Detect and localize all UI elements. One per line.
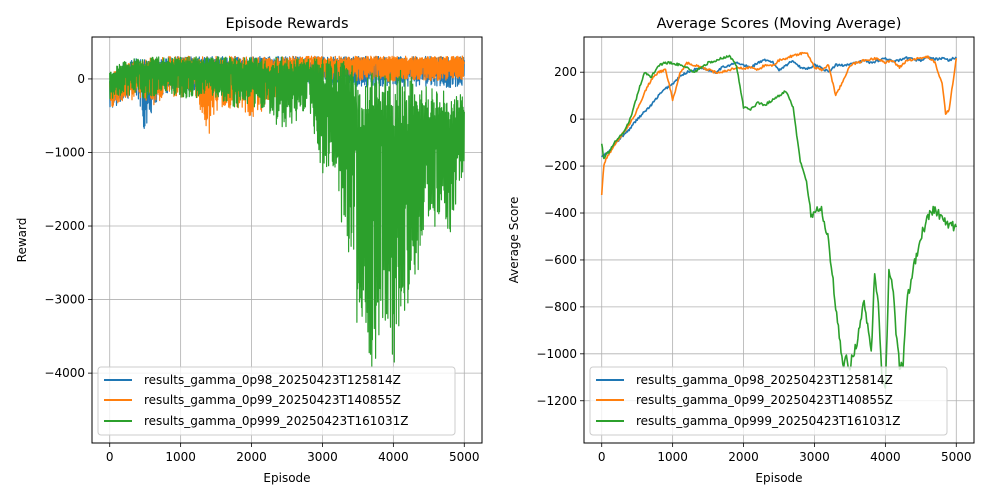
x-axis-ticks: 0 1000 2000 3000 4000 5000 bbox=[598, 443, 972, 464]
chart-title: Episode Rewards bbox=[225, 16, 348, 32]
plot-frame bbox=[583, 36, 975, 444]
x-tick-label: 5000 bbox=[449, 450, 480, 464]
legend-label-2: results_gamma_0p999_20250423T161031Z bbox=[636, 414, 901, 428]
x-axis-label: Episode bbox=[755, 471, 802, 485]
y-axis-ticks: 0 −1000 −2000 −3000 −4000 bbox=[44, 72, 92, 380]
y-tick-label: 200 bbox=[554, 65, 577, 79]
y-axis-ticks: 200 0 −200 −400 −600 −800 −1000 −1200 bbox=[536, 65, 584, 408]
y-tick-label: −4000 bbox=[44, 366, 85, 380]
y-tick-label: −800 bbox=[544, 300, 577, 314]
y-tick-label: −3000 bbox=[44, 293, 85, 307]
y-tick-label: 0 bbox=[77, 72, 85, 86]
y-tick-label: −1000 bbox=[44, 145, 85, 159]
legend-label-2: results_gamma_0p999_20250423T161031Z bbox=[144, 414, 409, 428]
x-tick-label: 0 bbox=[598, 450, 606, 464]
x-tick-label: 2000 bbox=[236, 450, 267, 464]
series-line-2 bbox=[600, 54, 958, 389]
x-tick-label: 1000 bbox=[657, 450, 688, 464]
y-tick-label: −400 bbox=[544, 206, 577, 220]
x-tick-label: 0 bbox=[106, 450, 114, 464]
y-tick-label: −200 bbox=[544, 159, 577, 173]
plot-frame bbox=[91, 36, 483, 444]
x-tick-label: 5000 bbox=[941, 450, 972, 464]
legend-box bbox=[589, 366, 948, 436]
series-line-1 bbox=[600, 51, 958, 196]
y-tick-label: −2000 bbox=[44, 219, 85, 233]
x-tick-label: 2000 bbox=[728, 450, 759, 464]
x-tick-label: 3000 bbox=[307, 450, 338, 464]
y-tick-label: −1000 bbox=[536, 347, 577, 361]
series-line-2 bbox=[109, 56, 465, 367]
x-axis-ticks: 0 1000 2000 3000 4000 5000 bbox=[106, 443, 480, 464]
y-axis-label: Reward bbox=[15, 218, 29, 263]
chart-title: Average Scores (Moving Average) bbox=[657, 16, 902, 32]
x-tick-label: 3000 bbox=[799, 450, 830, 464]
y-tick-label: −1200 bbox=[536, 394, 577, 408]
legend-label-1: results_gamma_0p99_20250423T140855Z bbox=[144, 393, 401, 407]
x-tick-label: 4000 bbox=[378, 450, 409, 464]
y-tick-label: −600 bbox=[544, 253, 577, 267]
y-tick-label: 0 bbox=[569, 112, 577, 126]
legend-label-0: results_gamma_0p98_20250423T125814Z bbox=[144, 373, 401, 387]
legend: results_gamma_0p98_20250423T125814Z resu… bbox=[589, 366, 948, 436]
x-tick-label: 1000 bbox=[165, 450, 196, 464]
legend-label-1: results_gamma_0p99_20250423T140855Z bbox=[636, 393, 893, 407]
legend-box bbox=[97, 366, 456, 436]
episode-rewards-chart: Episode Rewards 0 1000 2000 3000 4000 5000 0 −… bbox=[15, 16, 483, 485]
series-line-0 bbox=[601, 56, 957, 158]
x-axis-label: Episode bbox=[263, 471, 310, 485]
legend-label-0: results_gamma_0p98_20250423T125814Z bbox=[636, 373, 893, 387]
x-tick-label: 4000 bbox=[870, 450, 901, 464]
y-axis-label: Average Score bbox=[507, 197, 521, 284]
legend: results_gamma_0p98_20250423T125814Z resu… bbox=[97, 366, 456, 436]
average-scores-chart: Average Scores (Moving Average) 0 1000 200… bbox=[507, 16, 975, 485]
